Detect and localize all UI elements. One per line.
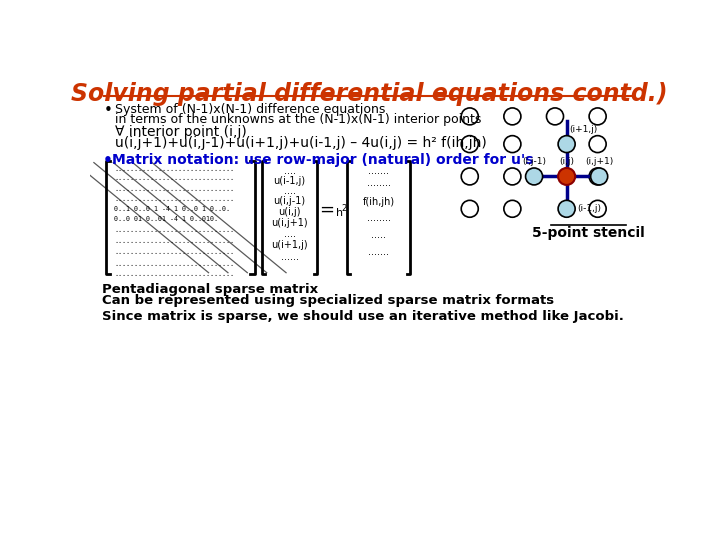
Text: ......: ...... bbox=[281, 252, 299, 262]
Circle shape bbox=[558, 200, 575, 217]
Text: ........: ........ bbox=[366, 213, 391, 222]
Text: in terms of the unknowns at the (N-1)x(N-1) interior points: in terms of the unknowns at the (N-1)x(N… bbox=[114, 113, 481, 126]
Text: (i+1,j): (i+1,j) bbox=[569, 125, 597, 134]
Text: u(i-1,j): u(i-1,j) bbox=[274, 176, 305, 186]
Text: ∀ interior point (i,j): ∀ interior point (i,j) bbox=[114, 125, 246, 139]
Text: Matrix notation: use row-major (natural) order for u's: Matrix notation: use row-major (natural)… bbox=[112, 153, 534, 167]
Text: u(i,j-1): u(i,j-1) bbox=[274, 197, 305, 206]
Text: ....: .... bbox=[284, 166, 296, 176]
Text: (i-1,j): (i-1,j) bbox=[577, 204, 601, 213]
Text: ..............................: .............................. bbox=[114, 271, 234, 277]
Text: Solving partial differential equations contd.): Solving partial differential equations c… bbox=[71, 82, 667, 106]
Text: ..............................: .............................. bbox=[114, 261, 234, 267]
Text: •: • bbox=[102, 153, 112, 168]
Text: (i,j): (i,j) bbox=[559, 158, 574, 166]
Text: Can be represented using specialized sparse matrix formats: Can be represented using specialized spa… bbox=[102, 294, 554, 307]
Circle shape bbox=[590, 168, 608, 185]
Text: System of (N-1)x(N-1) difference equations: System of (N-1)x(N-1) difference equatio… bbox=[114, 103, 385, 116]
Text: •: • bbox=[104, 103, 113, 118]
Text: 0..0 01 0..01 -4 1 0..010.: 0..0 01 0..01 -4 1 0..010. bbox=[114, 217, 218, 222]
Text: u(i,j): u(i,j) bbox=[279, 207, 301, 217]
Text: h: h bbox=[336, 208, 343, 218]
Text: ....: .... bbox=[284, 229, 296, 239]
Text: ..............................: .............................. bbox=[114, 197, 234, 202]
Text: 0..1 0..0 1 -4 1 0..0 1 0..0.: 0..1 0..0 1 -4 1 0..0 1 0..0. bbox=[114, 206, 230, 212]
Text: ..............................: .............................. bbox=[114, 175, 234, 181]
Text: 5-point stencil: 5-point stencil bbox=[532, 226, 644, 240]
Text: ..............................: .............................. bbox=[114, 186, 234, 192]
Circle shape bbox=[526, 168, 543, 185]
Circle shape bbox=[558, 168, 575, 185]
Text: ..............................: .............................. bbox=[114, 249, 234, 255]
Text: .......: ....... bbox=[368, 166, 390, 176]
Text: u(i+1,j): u(i+1,j) bbox=[271, 240, 308, 249]
Text: Pentadiagonal sparse matrix: Pentadiagonal sparse matrix bbox=[102, 283, 318, 296]
Text: .....: ..... bbox=[372, 231, 386, 240]
Circle shape bbox=[558, 136, 575, 153]
Text: u(i,j+1)+u(i,j-1)+u(i+1,j)+u(i-1,j) – 4u(i,j) = h² f(ih,jh): u(i,j+1)+u(i,j-1)+u(i+1,j)+u(i-1,j) – 4u… bbox=[114, 136, 487, 150]
Text: ........: ........ bbox=[366, 178, 391, 188]
Text: (i,j+1): (i,j+1) bbox=[585, 158, 613, 166]
Text: 2: 2 bbox=[342, 204, 347, 213]
Text: Since matrix is sparse, we should use an iterative method like Jacobi.: Since matrix is sparse, we should use an… bbox=[102, 309, 624, 323]
Text: u(i,j+1): u(i,j+1) bbox=[271, 218, 308, 228]
Text: ..............................: .............................. bbox=[114, 238, 234, 244]
Text: ..............................: .............................. bbox=[114, 227, 234, 233]
Text: ....: .... bbox=[284, 186, 296, 195]
Text: (i,j-1): (i,j-1) bbox=[522, 158, 546, 166]
Text: =: = bbox=[319, 200, 334, 219]
Text: f(ih,jh): f(ih,jh) bbox=[363, 197, 395, 207]
Text: .......: ....... bbox=[368, 247, 390, 257]
Text: ..............................: .............................. bbox=[114, 166, 234, 172]
